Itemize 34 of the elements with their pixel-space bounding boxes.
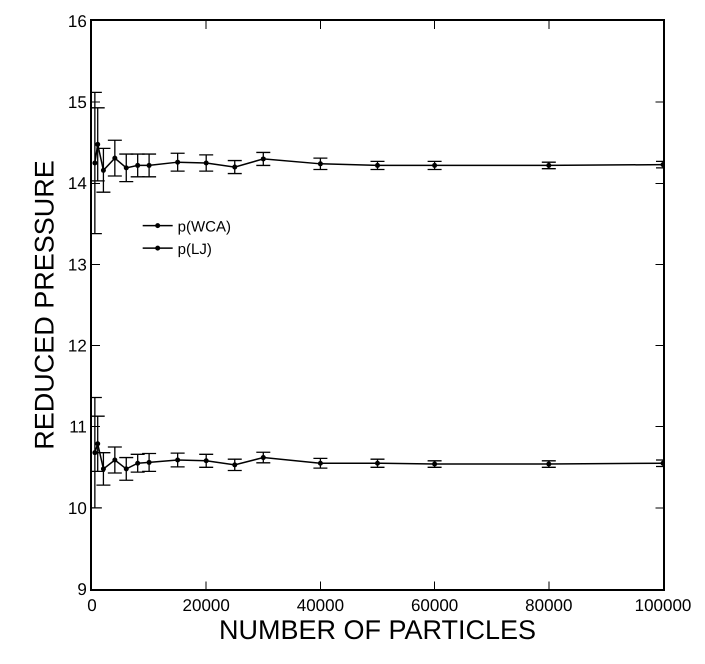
point: [546, 162, 552, 168]
point: [124, 466, 129, 472]
point: [375, 162, 380, 168]
x-tick-label: 20000: [182, 596, 230, 616]
legend-label: p(LJ): [178, 240, 212, 258]
y-tick-label: 15: [68, 93, 87, 112]
point: [112, 457, 118, 462]
point: [146, 162, 152, 168]
point: [124, 165, 129, 170]
y-tick-label: 13: [68, 255, 87, 274]
point: [432, 162, 438, 168]
point: [112, 156, 118, 161]
point: [546, 462, 552, 467]
y-axis-title: REDUCED PRESSURE: [29, 160, 60, 450]
point: [100, 466, 106, 472]
point: [432, 462, 438, 467]
point: [375, 460, 380, 466]
y-tick-label: 16: [68, 12, 87, 31]
legend-label: p(WCA): [178, 218, 232, 236]
x-tick-label: 60000: [410, 596, 458, 616]
point: [135, 162, 140, 168]
y-tick-label: 11: [69, 418, 87, 437]
y-tick-label: 10: [68, 498, 87, 518]
point: [100, 168, 106, 173]
point: [95, 142, 100, 147]
point: [95, 441, 100, 446]
x-axis-title: NUMBER OF PARTICLES: [218, 615, 536, 646]
x-tick-label: 100000: [634, 596, 692, 616]
y-tick-label: 9: [77, 580, 87, 599]
y-tick-label: 12: [68, 336, 87, 356]
x-tick-label: 0: [87, 596, 97, 616]
x-tick-label: 40000: [296, 596, 344, 616]
y-tick-label: 14: [68, 174, 87, 194]
x-tick-label: 80000: [525, 596, 572, 616]
